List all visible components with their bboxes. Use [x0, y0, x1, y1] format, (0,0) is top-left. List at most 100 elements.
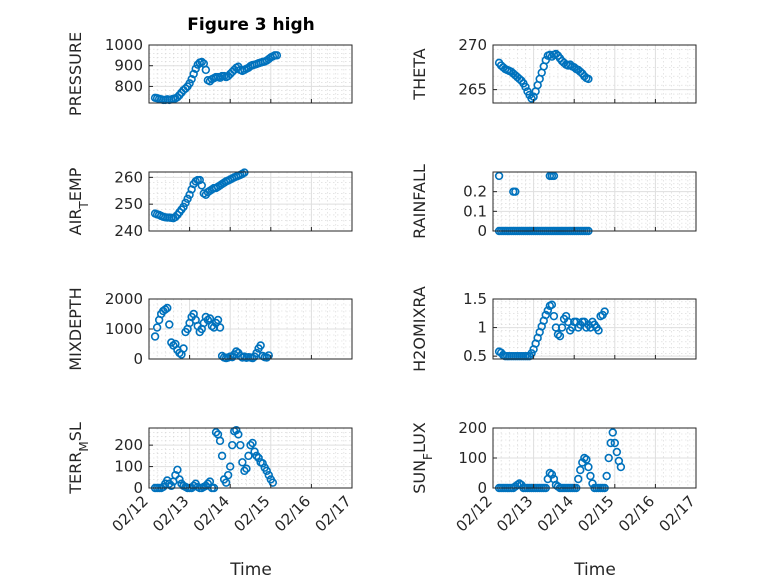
data-point: [258, 459, 267, 468]
data-point: [250, 447, 259, 456]
data-point: [553, 330, 563, 339]
x-tick-label: 02/12: [109, 492, 152, 535]
axes-frame: [148, 427, 353, 489]
y-tick-label: 270: [458, 36, 487, 54]
data-point: [608, 428, 617, 437]
data-point: [181, 198, 190, 208]
data-point: [173, 92, 182, 102]
data-point: [541, 310, 550, 320]
x-tick-label: 02/13: [493, 492, 536, 535]
data-point: [252, 451, 261, 461]
y-tick-label: 250: [114, 195, 143, 213]
subplot-h2omixra: 0.5 1 1.5 H2OMIXRA: [410, 286, 697, 372]
y-tick-label: 1000: [105, 36, 143, 54]
x-tick-label: 02/17: [656, 492, 699, 535]
data-point: [217, 451, 227, 461]
axes-frame: [148, 44, 353, 104]
subplot-mixdepth: 0 1000 2000 MIXDEPTH: [66, 287, 353, 371]
data-point: [171, 212, 180, 222]
data-point: [175, 475, 184, 484]
y-axis-label: SUNFLUX: [410, 422, 435, 494]
data-point: [494, 171, 504, 181]
data-point: [555, 331, 565, 341]
data-point: [256, 341, 265, 350]
subplot-terr-msl: 0 100 200 TERRMSL 02/1202/1302/1402/1502/160…: [66, 422, 355, 535]
data-point: [610, 438, 619, 448]
data-point: [211, 428, 221, 437]
data-point: [179, 344, 188, 353]
y-tick-label: 0: [133, 479, 143, 497]
subplot-sun-flux: 0 100 200 SUNFLUX 02/1202/1302/1402/1502/160…: [410, 419, 699, 535]
data-point: [213, 315, 223, 325]
x-tick-label: 02/16: [271, 492, 314, 535]
y-tick-label: 1000: [105, 320, 143, 338]
x-axis-label-left: Time: [229, 560, 272, 580]
y-tick-label: 100: [114, 458, 143, 476]
data-point: [584, 74, 593, 84]
x-tick-label: 02/13: [149, 492, 192, 535]
data-point: [238, 458, 247, 467]
subplot-theta: 265 270 THETA: [410, 36, 697, 104]
data-point: [223, 470, 233, 480]
axes-frame: [492, 44, 697, 104]
y-tick-label: 240: [114, 222, 143, 240]
data-point: [234, 430, 243, 439]
data-point: [228, 440, 237, 450]
data-point: [594, 326, 603, 335]
y-tick-label: 265: [458, 81, 487, 99]
x-tick-label: 02/15: [230, 492, 273, 535]
data-point: [165, 320, 174, 329]
data-point: [584, 462, 593, 472]
x-tick-label: 02/15: [574, 492, 617, 535]
data-point: [543, 306, 553, 315]
data-point: [205, 314, 215, 323]
data-point: [600, 307, 609, 316]
x-tick-label: 02/12: [453, 492, 496, 535]
x-tick-label: 02/16: [615, 492, 658, 535]
y-tick-label: 1.5: [463, 290, 487, 308]
data-point: [236, 440, 245, 450]
data-point: [262, 353, 271, 362]
y-tick-label: 800: [114, 77, 143, 95]
data-point: [586, 471, 595, 481]
data-point: [547, 300, 557, 309]
x-axis-label-right: Time: [573, 560, 616, 580]
y-tick-label: 260: [114, 168, 143, 186]
data-point: [612, 447, 622, 457]
data-point: [201, 65, 211, 75]
plot-area: [148, 171, 353, 232]
data-point: [165, 479, 174, 488]
y-tick-label: 100: [458, 449, 487, 467]
data-point: [152, 323, 162, 332]
data-point: [215, 323, 225, 332]
y-tick-label: 2000: [105, 290, 143, 308]
data-point: [167, 481, 176, 491]
subplot-pressure: 800 900 1000 PRESSURE: [66, 32, 353, 116]
data-point: [272, 51, 282, 60]
data-point: [606, 438, 615, 448]
data-point: [541, 55, 550, 65]
y-tick-label: 1: [477, 319, 487, 337]
y-tick-label: 200: [458, 419, 487, 437]
y-tick-label: 0: [477, 479, 487, 497]
x-tick-label: 02/17: [312, 492, 355, 535]
data-point: [189, 69, 198, 79]
axes-frame: [148, 171, 353, 232]
data-point: [232, 425, 241, 435]
data-point: [226, 462, 235, 471]
data-point: [221, 478, 231, 487]
x-tick-label: 02/14: [534, 492, 577, 535]
data-point: [173, 465, 182, 474]
data-point: [549, 311, 559, 321]
data-point: [616, 462, 626, 472]
data-point: [262, 466, 271, 476]
data-point: [547, 470, 557, 479]
data-point: [602, 471, 611, 481]
data-point: [179, 202, 188, 212]
data-point: [576, 465, 585, 475]
data-point: [268, 478, 278, 487]
y-tick-label: 900: [114, 57, 143, 75]
subplot-air-temp: 240 250 260 AIRTEMP: [66, 167, 353, 240]
data-point: [215, 436, 225, 446]
